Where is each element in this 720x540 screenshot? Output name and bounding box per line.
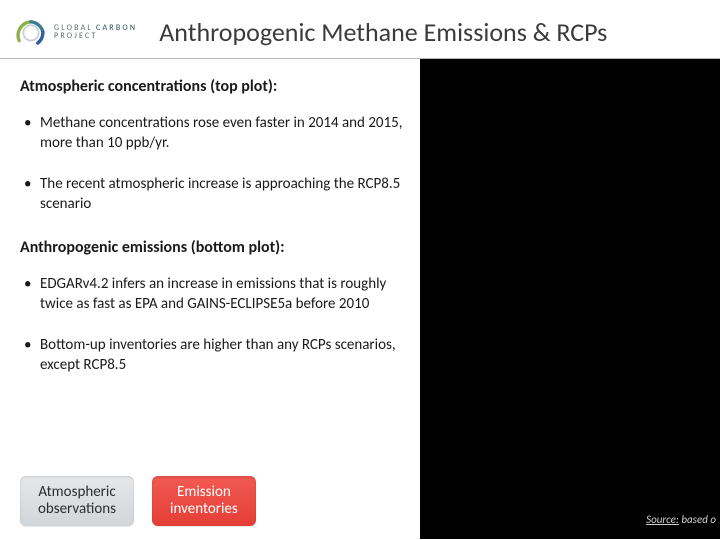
- list-item: EDGARv4.2 infers an increase in emission…: [20, 275, 410, 314]
- badge-label: Emissioninventories: [170, 483, 238, 518]
- source-text: based o: [679, 513, 716, 526]
- logo-word-project: PROJECT: [54, 32, 98, 40]
- badge-atmospheric-observations: Atmosphericobservations: [20, 476, 134, 527]
- section2-bullets: EDGARv4.2 infers an increase in emission…: [20, 275, 412, 375]
- logo-word-carbon: CARBON: [96, 24, 137, 32]
- section1-heading: Atmospheric concentrations (top plot):: [20, 77, 412, 96]
- slide: GLOBAL CARBON PROJECT Anthropogenic Meth…: [0, 0, 720, 540]
- badge-label: Atmosphericobservations: [38, 483, 116, 518]
- left-column: Atmospheric concentrations (top plot): M…: [0, 59, 420, 539]
- footer: Atmosphericobservations Emissioninventor…: [0, 476, 720, 527]
- logo: GLOBAL CARBON PROJECT: [14, 15, 137, 49]
- section1-bullets: Methane concentrations rose even faster …: [20, 114, 412, 214]
- list-item: Methane concentrations rose even faster …: [20, 114, 410, 153]
- logo-text: GLOBAL CARBON PROJECT: [54, 24, 137, 41]
- page-title: Anthropogenic Methane Emissions & RCPs: [137, 16, 706, 48]
- body: Atmospheric concentrations (top plot): M…: [0, 59, 720, 539]
- source-label: Source:: [646, 513, 679, 526]
- right-panel-plot-area: [420, 59, 720, 539]
- badge-emission-inventories: Emissioninventories: [152, 476, 256, 527]
- section2-heading: Anthropogenic emissions (bottom plot):: [20, 238, 412, 257]
- globe-arc-icon: [14, 15, 48, 49]
- list-item: The recent atmospheric increase is appro…: [20, 175, 410, 214]
- header: GLOBAL CARBON PROJECT Anthropogenic Meth…: [0, 0, 720, 58]
- source-line: Source: based o: [646, 513, 720, 526]
- list-item: Bottom-up inventories are higher than an…: [20, 336, 410, 375]
